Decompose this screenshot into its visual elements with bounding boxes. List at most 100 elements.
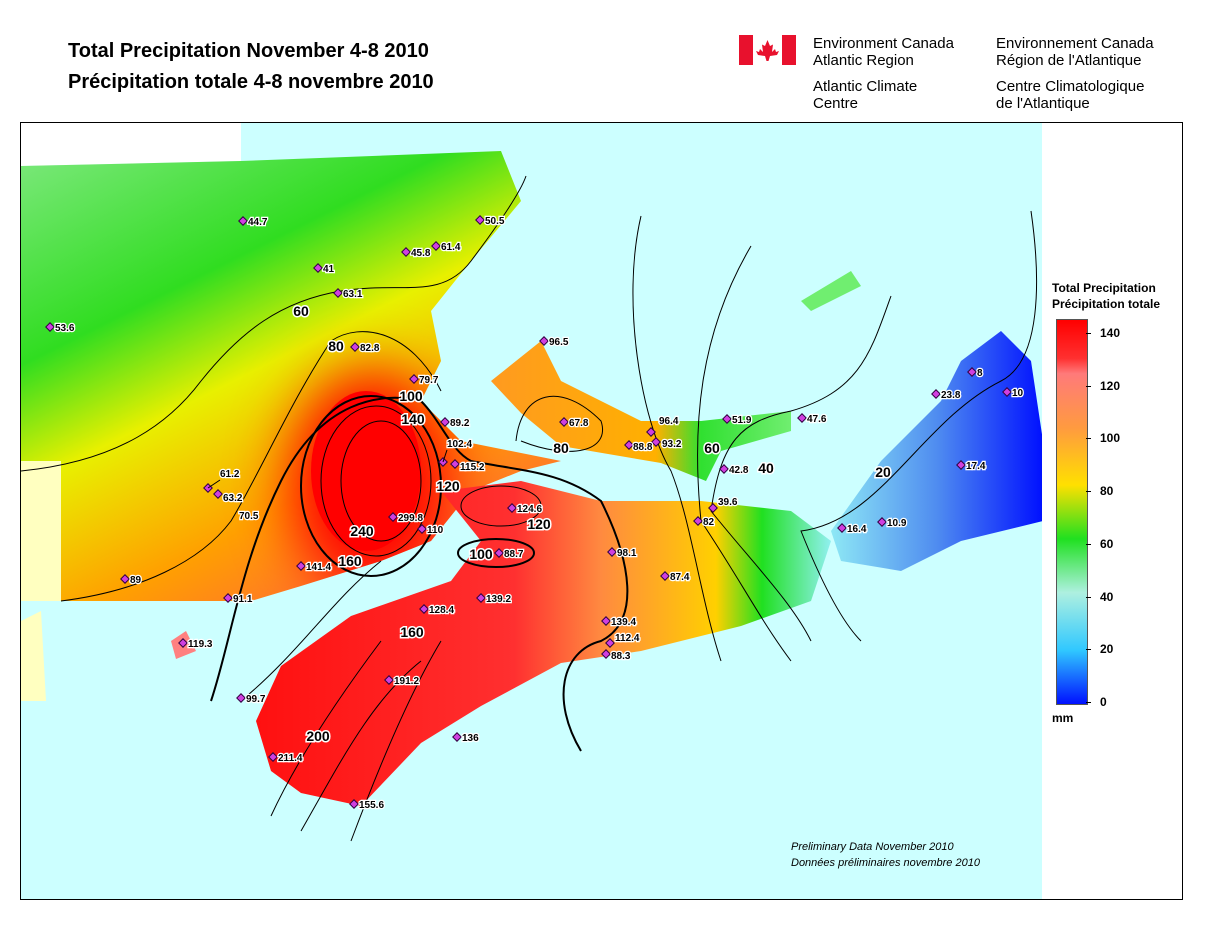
station-value: 45.8 xyxy=(411,248,431,259)
station-marker: 82 xyxy=(693,516,716,529)
station-marker: 119.3 xyxy=(178,638,214,651)
station-value: 61.2 xyxy=(220,469,240,480)
title-en: Total Precipitation November 4-8 2010 xyxy=(68,40,429,62)
station-marker: 39.6 xyxy=(708,496,739,513)
station-value: 44.7 xyxy=(248,217,268,228)
station-marker: 42.8 xyxy=(719,464,750,477)
station-marker: 191.2 xyxy=(384,675,421,688)
station-value: 10 xyxy=(1012,388,1024,399)
legend-tick-label: 40 xyxy=(1100,589,1114,604)
legend-tick-label: 140 xyxy=(1100,326,1121,340)
station-marker: 44.7 xyxy=(238,216,269,229)
contour-label: 240 xyxy=(350,523,374,539)
contour-label: 100 xyxy=(399,388,423,404)
legend-tick xyxy=(1086,596,1091,598)
station-marker: 102.4 xyxy=(438,438,474,467)
contour-label: 200 xyxy=(306,728,330,744)
centre-fr: Centre Climatologique de l'Atlantique xyxy=(996,78,1145,112)
legend-title-en: Total Precipitation xyxy=(1052,281,1156,295)
station-marker: 63.2 xyxy=(213,489,244,505)
agency-fr: Environnement Canada Région de l'Atlantiq… xyxy=(996,35,1154,69)
station-value: 16.4 xyxy=(847,524,867,535)
legend-tick xyxy=(1086,333,1091,334)
station-marker: 98.1 xyxy=(607,547,638,560)
legend-tick-label: 0 xyxy=(1100,694,1107,709)
station-value: 98.1 xyxy=(617,548,637,559)
station-value: 63.2 xyxy=(223,493,243,504)
station-value: 51.9 xyxy=(732,415,752,426)
station-marker: 41 xyxy=(313,263,336,276)
station-marker: 88.3 xyxy=(601,649,632,663)
station-marker: 93.2 xyxy=(651,437,683,451)
contour-label: 80 xyxy=(553,440,569,456)
contour-label: 120 xyxy=(436,478,460,494)
station-value: 115.2 xyxy=(460,462,485,473)
station-value: 211.4 xyxy=(278,753,303,764)
station-marker: 45.8 xyxy=(401,247,432,260)
legend-tick-label: 120 xyxy=(1100,378,1121,393)
station-value: 299.8 xyxy=(398,513,423,524)
legend-tick xyxy=(1086,438,1091,440)
land-maine xyxy=(21,461,61,601)
station-value: 93.2 xyxy=(662,439,682,450)
station-marker: 99.7 xyxy=(236,693,267,706)
legend-color-bar xyxy=(1056,319,1088,705)
station-marker: 17.4 xyxy=(956,460,987,473)
land-cape-breton xyxy=(831,331,1043,571)
station-value: 110 xyxy=(427,525,444,536)
station-marker: 10 xyxy=(1002,387,1025,400)
isopleths xyxy=(21,175,1038,842)
station-marker: 136 xyxy=(452,732,480,745)
station-marker: 79.7 xyxy=(409,374,440,387)
station-marker: 23.8 xyxy=(931,389,962,402)
station-marker: 47.6 xyxy=(797,413,828,426)
station-value: 139.2 xyxy=(486,594,511,605)
legend-tick-label: 60 xyxy=(1100,536,1114,551)
contour-label: 40 xyxy=(758,460,774,476)
canada-flag-logo xyxy=(739,35,796,65)
station-value: 79.7 xyxy=(419,375,439,386)
land-nova-scotia xyxy=(256,481,831,806)
station-value: 102.4 xyxy=(447,439,472,450)
station-value: 136 xyxy=(462,733,479,744)
legend: Total Precipitation Précipitation totale… xyxy=(1042,122,1183,900)
station-marker: 96.5 xyxy=(539,336,570,349)
station-value: 87.4 xyxy=(670,572,690,583)
station-marker: 96.4 xyxy=(646,415,680,437)
station-value: 8 xyxy=(977,368,983,379)
station-value: 96.4 xyxy=(659,416,679,427)
station-marker: 124.6 xyxy=(507,503,544,516)
station-value: 61.4 xyxy=(441,242,461,253)
station-marker: 89.2 xyxy=(440,417,471,430)
footer-en: Preliminary Data November 2010 xyxy=(791,841,954,853)
station-value: 82 xyxy=(703,517,715,528)
station-value: 112.4 xyxy=(615,633,640,644)
precipitation-map: 60 80 100 140 120 120 100 240 160 160 200 80 60 40 20 … xyxy=(20,122,1044,900)
station-marker: 88.7 xyxy=(494,548,525,561)
legend-unit: mm xyxy=(1052,711,1074,725)
station-value: 89.2 xyxy=(450,418,470,429)
station-value: 42.8 xyxy=(729,465,749,476)
station-value: 119.3 xyxy=(188,639,213,650)
station-marker: 155.6 xyxy=(349,799,386,812)
station-value: 39.6 xyxy=(718,497,738,508)
legend-tick xyxy=(1086,385,1091,387)
station-marker: 51.9 xyxy=(722,414,753,427)
station-value: 53.6 xyxy=(55,323,75,334)
station-marker: 141.4 xyxy=(296,561,333,574)
station-value: 47.6 xyxy=(807,414,827,425)
station-value: 23.8 xyxy=(941,390,961,401)
station-marker: 50.5 xyxy=(475,215,506,228)
station-value: 191.2 xyxy=(394,676,419,687)
station-value: 88.3 xyxy=(611,651,631,662)
station-marker: 89 xyxy=(120,574,143,587)
station-value: 10.9 xyxy=(887,518,907,529)
centre-en: Atlantic Climate Centre xyxy=(813,78,918,112)
station-marker: 87.4 xyxy=(660,571,691,584)
legend-tick-label: 80 xyxy=(1100,484,1114,499)
station-value: 41 xyxy=(323,264,335,275)
station-value: 96.5 xyxy=(549,337,569,348)
station-value: 91.1 xyxy=(233,594,253,605)
station-value: 17.4 xyxy=(966,461,986,472)
station-marker: 128.4 xyxy=(419,604,456,617)
